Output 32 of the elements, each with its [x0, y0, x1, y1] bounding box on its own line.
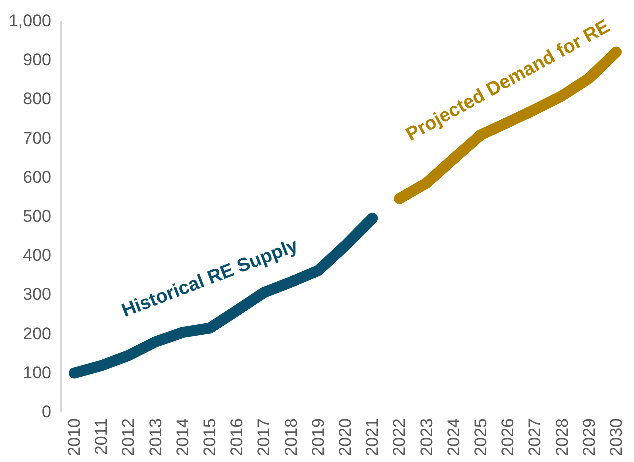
x-tick-label: 2016	[228, 418, 247, 456]
y-tick-label: 700	[23, 128, 52, 148]
x-tick-label: 2012	[119, 418, 138, 456]
x-tick-label: 2024	[444, 418, 464, 456]
x-tick-label: 2022	[390, 418, 410, 456]
y-tick-label: 1,000	[8, 12, 52, 30]
x-tick-label: 2030	[606, 418, 626, 456]
x-tick-label: 2011	[92, 418, 112, 456]
y-tick-label: 300	[23, 285, 52, 304]
x-tick-label: 2018	[282, 418, 301, 456]
x-tick-label: 2015	[200, 418, 220, 456]
y-tick-label: 500	[23, 207, 52, 226]
x-tick-label: 2019	[308, 418, 328, 456]
y-tick-label: 900	[23, 50, 52, 70]
x-tick-label: 2021	[363, 418, 382, 456]
x-tick-label: 2029	[580, 418, 599, 456]
x-tick-label: 2025	[471, 418, 490, 456]
x-tick-label: 2023	[417, 418, 436, 456]
y-tick-label: 0	[42, 402, 52, 422]
x-tick-label: 2014	[173, 418, 192, 456]
x-tick-label: 2020	[336, 418, 355, 456]
y-tick-label: 200	[23, 324, 52, 344]
x-tick-label: 2028	[552, 418, 572, 456]
y-tick-label: 600	[23, 168, 52, 187]
x-tick-label: 2026	[498, 418, 518, 456]
x-tick-label: 2027	[526, 418, 545, 456]
x-tick-label: 2013	[146, 418, 166, 456]
x-tick-label: 2017	[254, 418, 274, 456]
y-tick-label: 400	[23, 246, 52, 266]
y-tick-label: 800	[23, 90, 52, 109]
y-tick-label: 100	[23, 363, 52, 382]
x-tick-label: 2010	[65, 418, 84, 456]
